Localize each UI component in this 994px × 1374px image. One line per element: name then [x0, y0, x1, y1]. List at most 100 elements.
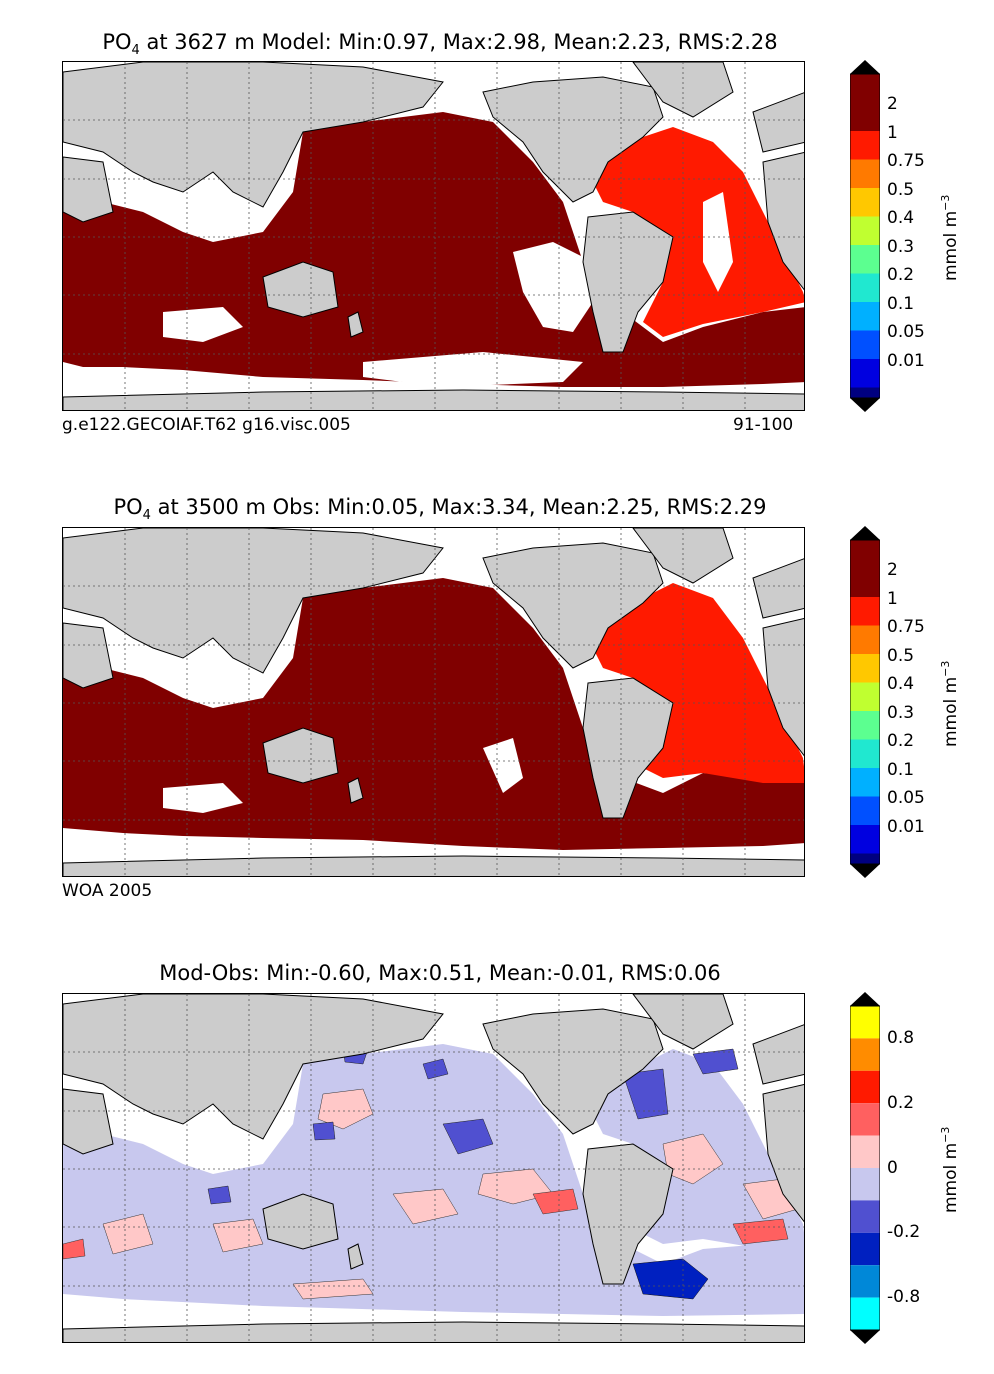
cbar-label: 0.4	[887, 674, 915, 694]
land-europe-east	[752, 558, 804, 619]
land-north-america	[482, 1008, 664, 1135]
cbar-label: 0.01	[887, 817, 925, 837]
cbar-label: 0.5	[887, 180, 915, 200]
land-antarctica	[63, 855, 804, 876]
cbar-label: -0.2	[887, 1222, 921, 1242]
colorbar-bin-4	[850, 654, 880, 683]
atlantic-ocean-region	[583, 127, 804, 337]
strong-positive-anomaly-patches	[63, 1188, 789, 1260]
obs-dataset-name: WOA 2005	[62, 881, 153, 901]
colorbar-bin-9	[850, 1297, 880, 1330]
cbar-label: 0.5	[887, 646, 915, 666]
cbar-label: -0.8	[887, 1287, 921, 1307]
colorbar-bin-0	[850, 540, 880, 569]
colorbar-bin-9	[850, 796, 880, 826]
colorbar-bin-10	[850, 825, 880, 854]
land-africa-west	[63, 622, 114, 689]
cbar-label: 0.75	[887, 617, 925, 637]
colorbar-bin-0	[850, 1006, 880, 1039]
cbar-label: 0.8	[887, 1028, 915, 1048]
positive-anomaly-patch	[212, 1218, 264, 1253]
cbar-label: 1	[887, 123, 898, 143]
nodata-patch	[163, 783, 243, 813]
land-south-america	[582, 677, 674, 819]
obs-colorbar	[850, 526, 880, 878]
colorbar-bin-3	[850, 625, 880, 655]
cbar-label: 0.2	[887, 731, 915, 751]
land-europe-east	[752, 92, 804, 153]
colorbar-max-arrow	[850, 992, 880, 1006]
diff-panel-title: Mod-Obs: Min:-0.60, Max:0.51, Mean:-0.01…	[159, 961, 721, 985]
land-greenland	[632, 528, 734, 584]
nodata-patch	[703, 192, 733, 292]
negative-anomaly-patches	[207, 1048, 739, 1205]
colorbar-bin-11	[850, 387, 880, 398]
positive-anomaly-patch	[102, 1213, 154, 1255]
colorbar-bin-8	[850, 302, 880, 331]
colorbar-bin-3	[850, 1103, 880, 1136]
colorbar-max-arrow	[850, 60, 880, 74]
nodata-patch	[483, 738, 523, 793]
cbar-label: 2	[887, 94, 898, 114]
cbar-label: 0.3	[887, 703, 915, 723]
land-africa	[762, 1083, 804, 1223]
strong-positive-anomaly-patch	[732, 1218, 789, 1245]
colorbar-bin-2	[850, 131, 880, 160]
land-africa-west	[63, 1088, 114, 1155]
land-africa	[762, 151, 804, 291]
land-new-zealand	[347, 1243, 364, 1270]
atlantic-ocean-region	[583, 583, 804, 783]
colorbar-bin-5	[850, 216, 880, 246]
colorbar-bin-4	[850, 188, 880, 217]
model-years: 91-100	[733, 415, 794, 435]
land-antarctica	[63, 389, 804, 410]
map-gridlines	[63, 994, 804, 1342]
land-antarctica	[63, 1321, 804, 1342]
land-masses	[63, 62, 804, 410]
colorbar-bin-11	[850, 853, 880, 864]
colorbar-bin-9	[850, 330, 880, 360]
negative-anomaly-patch	[622, 1068, 669, 1120]
colorbar-bin-6	[850, 711, 880, 740]
colorbar-bin-7	[850, 739, 880, 769]
negative-anomaly-patch	[422, 1058, 449, 1080]
colorbar-bin-4	[850, 1135, 880, 1168]
model-colorbar	[850, 60, 880, 412]
land-europe-asia	[63, 994, 444, 1140]
map-gridlines	[63, 528, 804, 876]
land-masses	[63, 528, 804, 876]
colorbar-bin-8	[850, 768, 880, 797]
land-greenland	[632, 62, 734, 118]
model-run-name: g.e122.GECOIAF.T62 g16.visc.005	[62, 415, 351, 435]
nodata-patch	[513, 242, 593, 332]
land-greenland	[632, 994, 734, 1050]
strongest-negative-anomaly	[632, 1258, 709, 1300]
negative-anomaly-patch	[692, 1048, 739, 1075]
colorbar-bin-6	[850, 1200, 880, 1233]
strong-positive-anomaly-patch	[532, 1188, 579, 1215]
colorbar-bin-8	[850, 1265, 880, 1298]
cbar-label: 0.2	[887, 1093, 915, 1113]
model-panel-title: PO4 at 3627 m Model: Min:0.97, Max:2.98,…	[102, 30, 778, 59]
diff-colorbar	[850, 992, 880, 1344]
land-australia	[262, 727, 339, 784]
land-north-america	[482, 76, 664, 203]
obs-map	[62, 527, 805, 877]
cbar-label: 0.1	[887, 294, 915, 314]
colorbar-min-arrow	[850, 864, 880, 878]
land-australia	[262, 1193, 339, 1250]
colorbar-bin-7	[850, 273, 880, 303]
cbar-label: 0.05	[887, 788, 925, 808]
cbar-label: 0	[887, 1158, 898, 1178]
colorbar-bin-0	[850, 74, 880, 103]
cbar-label: 2	[887, 560, 898, 580]
colorbar-bin-10	[850, 359, 880, 388]
colorbar-min-arrow	[850, 1330, 880, 1344]
colorbar-bin-3	[850, 159, 880, 189]
cbar-label: 0.4	[887, 208, 915, 228]
diff-colorbar-unit: mmol m−3	[939, 1126, 961, 1214]
positive-anomaly-patch	[317, 1088, 374, 1130]
land-new-zealand	[347, 311, 364, 338]
land-europe-east	[752, 1024, 804, 1085]
land-africa	[762, 617, 804, 757]
